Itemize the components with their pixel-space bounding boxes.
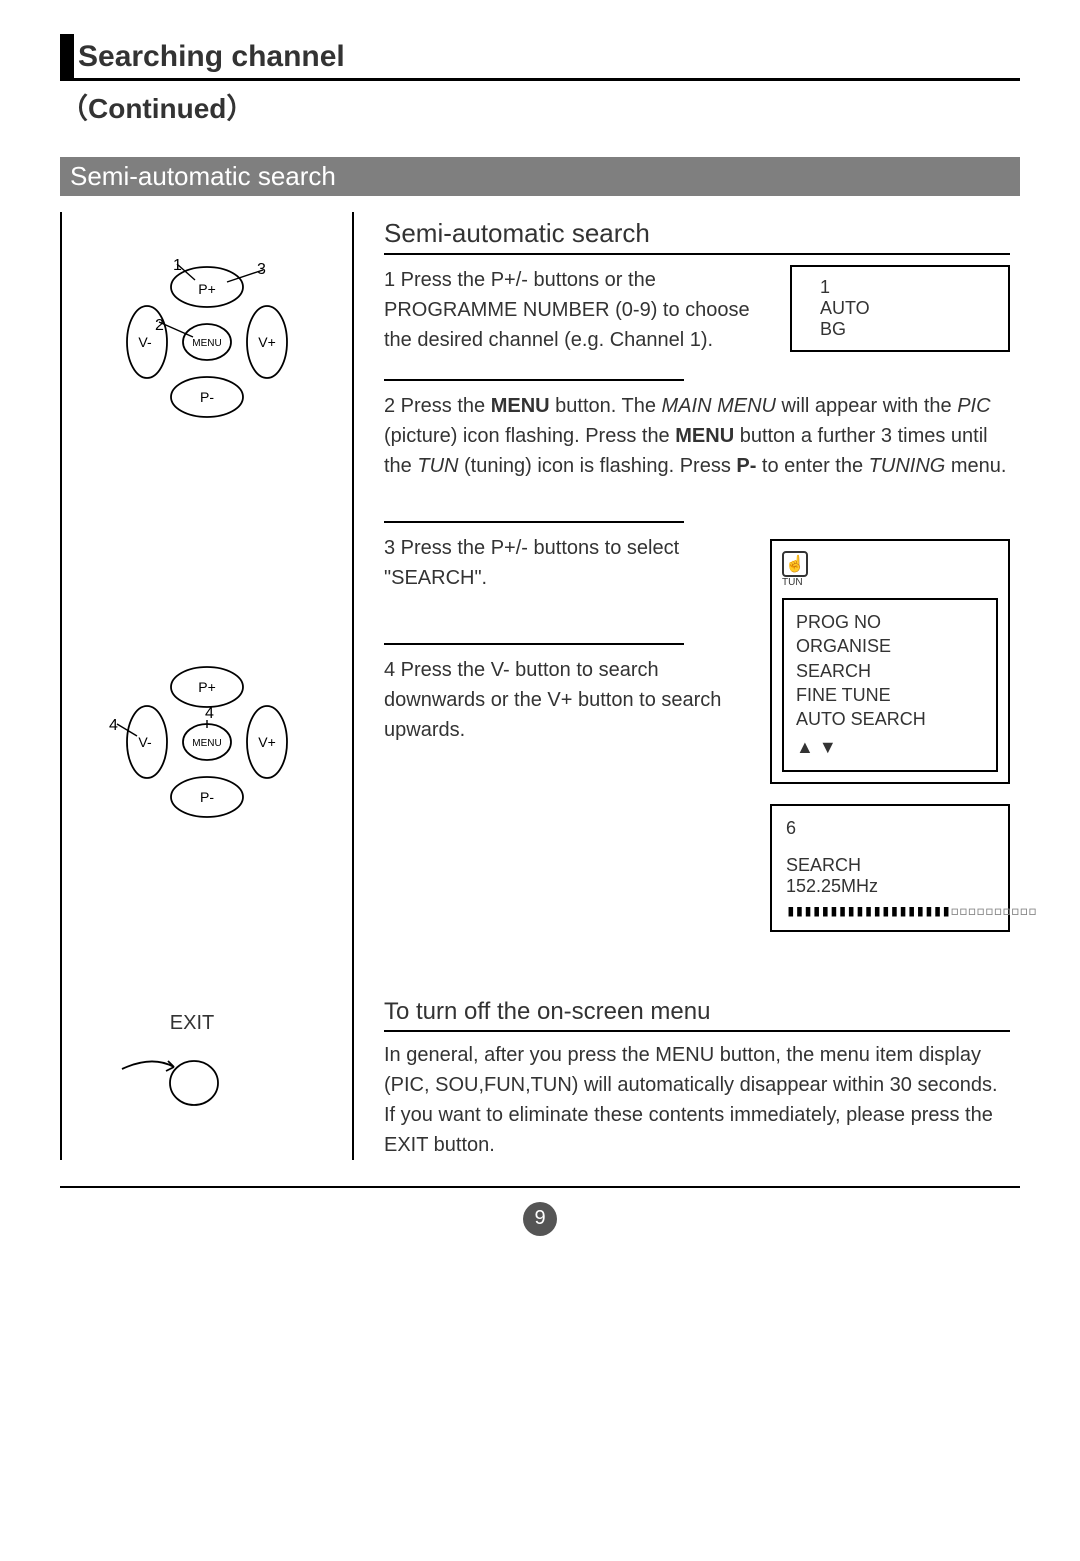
svg-text:P-: P- (200, 389, 214, 405)
footer-rule (60, 1186, 1020, 1188)
svg-text:P+: P+ (198, 281, 216, 297)
exit-button-illustration: EXIT (62, 932, 322, 1160)
continued-label: （Continued） (60, 87, 1020, 127)
page: Searching channel （Continued） Semi-autom… (60, 40, 1020, 1236)
menu-item: PROG NO (796, 610, 984, 634)
tun-menu-box: ☝ TUN PROG NO ORGANISE SEARCH FINE TUNE … (770, 539, 1010, 784)
tun-label: TUN (782, 577, 998, 588)
page-title: Searching channel (60, 40, 1020, 81)
search-freq: 152.25MHz (786, 876, 994, 897)
left-column: P+ P- V- V+ MENU 1 3 2 (62, 212, 322, 932)
progress-bar: ▮▮▮▮▮▮▮▮▮▮▮▮▮▮▮▮▮▮▮▫▫▫▫▫▫▫▫▫▫ (786, 901, 994, 920)
svg-text:4: 4 (109, 717, 118, 734)
divider (384, 379, 684, 381)
off-menu-section: To turn off the on-screen menu In genera… (352, 932, 1020, 1160)
svg-text:V-: V- (138, 334, 152, 350)
remote-diagram-1: P+ P- V- V+ MENU 1 3 2 (77, 242, 297, 442)
menu-item: AUTO SEARCH (796, 707, 984, 731)
tun-menu-list: PROG NO ORGANISE SEARCH FINE TUNE AUTO S… (782, 598, 998, 772)
svg-text:1: 1 (173, 257, 182, 274)
divider (384, 643, 684, 645)
svg-text:4: 4 (205, 705, 214, 722)
remote-diagram-2: P+ P- V- V+ MENU 4 4 (77, 642, 297, 842)
screens-stack: ☝ TUN PROG NO ORGANISE SEARCH FINE TUNE … (770, 533, 1010, 932)
tun-icon: ☝ (782, 551, 808, 577)
exit-button-icon (102, 1045, 242, 1115)
search-num: 6 (786, 818, 994, 839)
off-menu-text: In general, after you press the MENU but… (384, 1040, 1010, 1160)
step-1-text: 1 Press the P+/- buttons or the PROGRAMM… (384, 265, 766, 355)
svg-text:P+: P+ (198, 679, 216, 695)
page-number-container: 9 (60, 1202, 1020, 1236)
section-header: Semi-automatic search (60, 157, 1020, 196)
svg-text:3: 3 (257, 261, 266, 278)
svg-text:V-: V- (138, 734, 152, 750)
svg-text:P-: P- (200, 789, 214, 805)
bottom-section: EXIT To turn off the on-screen menu In g… (60, 932, 1020, 1160)
menu-item: SEARCH (796, 659, 984, 683)
menu-item: ORGANISE (796, 634, 984, 658)
step-3-4-row: 3 Press the P+/- buttons to select "SEAR… (384, 533, 1010, 932)
exit-label: EXIT (62, 1012, 322, 1035)
menu-item: FINE TUNE (796, 683, 984, 707)
screen1-line1: 1 (820, 277, 994, 298)
search-progress-box: 6 SEARCH 152.25MHz ▮▮▮▮▮▮▮▮▮▮▮▮▮▮▮▮▮▮▮▫▫… (770, 804, 1010, 932)
step-2-text: 2 Press the MENU button. The MAIN MENU w… (384, 391, 1010, 481)
search-label: SEARCH (786, 855, 994, 876)
sub-section-title: Semi-automatic search (384, 218, 1010, 255)
step-3-text: 3 Press the P+/- buttons to select "SEAR… (384, 533, 746, 593)
page-number: 9 (523, 1202, 557, 1236)
svg-text:MENU: MENU (192, 338, 221, 349)
off-menu-title: To turn off the on-screen menu (384, 998, 1010, 1032)
screen1-line2: AUTO (820, 298, 994, 319)
right-column: Semi-automatic search 1 Press the P+/- b… (352, 212, 1020, 932)
svg-text:V+: V+ (258, 334, 276, 350)
svg-text:2: 2 (155, 317, 164, 334)
screen1-line3: BG (820, 319, 994, 340)
divider (384, 521, 684, 523)
step-4-text: 4 Press the V- button to search downward… (384, 655, 746, 745)
svg-text:MENU: MENU (192, 738, 221, 749)
screen-box-1: 1 AUTO BG (790, 265, 1010, 352)
svg-text:V+: V+ (258, 734, 276, 750)
main-layout: P+ P- V- V+ MENU 1 3 2 (60, 212, 1020, 932)
menu-arrows: ▲ ▼ (796, 735, 984, 759)
step-1-row: 1 Press the P+/- buttons or the PROGRAMM… (384, 265, 1010, 355)
